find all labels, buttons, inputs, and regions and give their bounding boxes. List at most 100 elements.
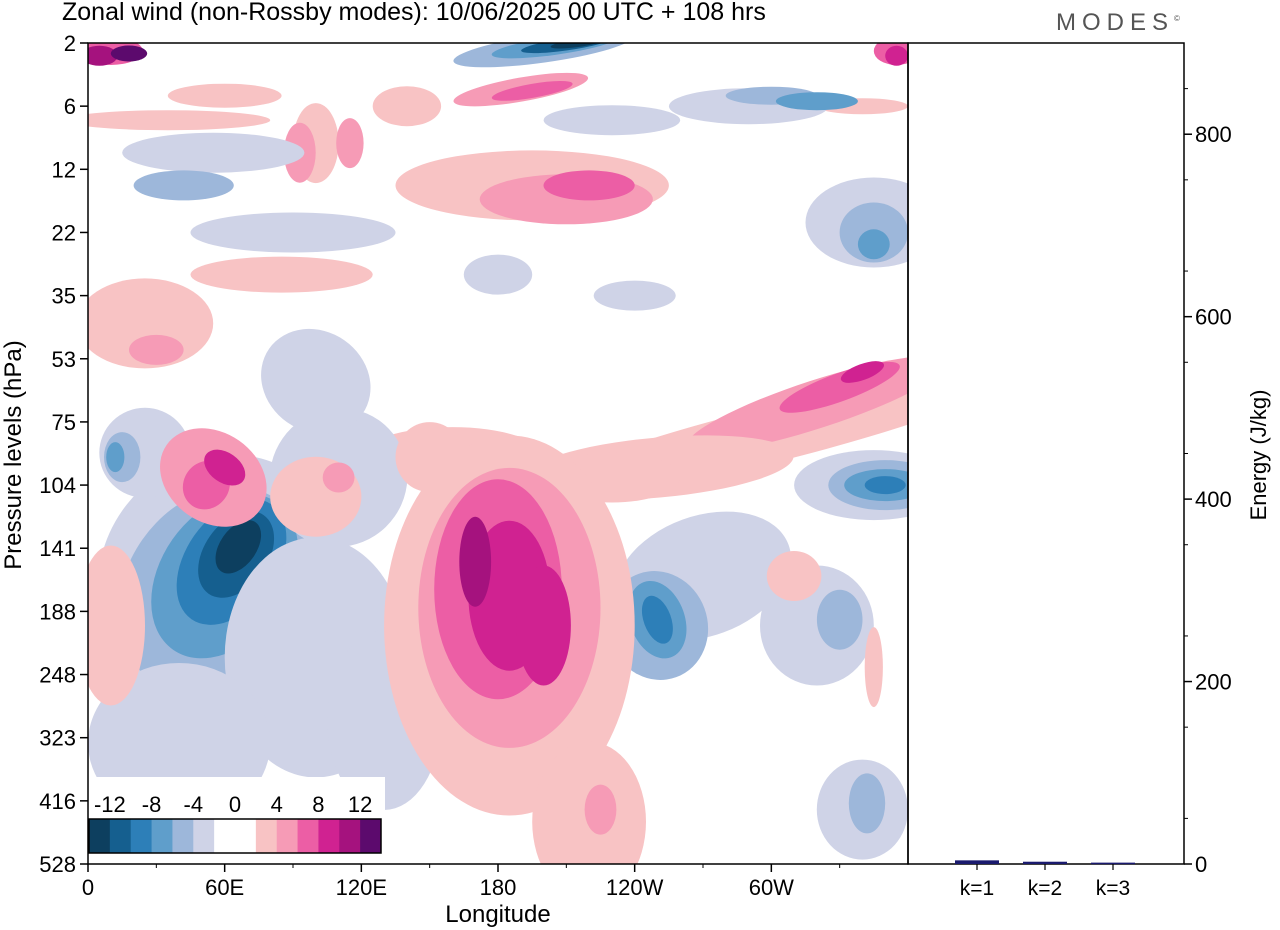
colorbar-frame [88, 818, 382, 854]
colorbar-swatch [109, 819, 132, 853]
colorbar-swatch [172, 819, 194, 853]
contour-region [459, 516, 492, 607]
colorbar-swatch [214, 819, 236, 853]
colorbar-swatch [235, 819, 257, 853]
energy-bar [1091, 862, 1135, 865]
energy-tick-label: 800 [1195, 122, 1232, 147]
heatmap-field [88, 43, 908, 864]
colorbar-label: 12 [348, 792, 372, 817]
colorbar-label: -8 [142, 792, 162, 817]
contour-region [857, 229, 890, 260]
contour-region [88, 545, 145, 706]
colorbar-swatch [130, 819, 153, 853]
colorbar-swatch [193, 819, 215, 853]
colorbar-swatch [297, 819, 319, 853]
heatmap-panel: -12 -8 -4 0 4 8 12 0 60E 120E 180 120W 60W 2 6 12 22 35… [0, 31, 909, 928]
colorbar-swatch [360, 819, 382, 853]
energy-tick-label: 200 [1195, 670, 1232, 695]
energy-bar [1023, 861, 1067, 864]
energy-bars: k=1 k=2 k=3 [955, 860, 1135, 900]
contour-region [516, 565, 571, 686]
contour-region [133, 170, 234, 201]
x-axis-label: Longitude [445, 901, 550, 928]
contour-region [885, 45, 908, 66]
x-tick-label: 120W [606, 875, 664, 900]
contour-region [106, 442, 125, 473]
energy-tick-label: 400 [1195, 487, 1232, 512]
colorbar: -12 -8 -4 0 4 8 12 [88, 777, 385, 855]
y-tick-label: 22 [52, 220, 76, 245]
y-axis: 2 6 12 22 35 53 75 104 141 188 248 323 416 528 [39, 31, 88, 877]
brand-mark: © [1174, 14, 1180, 23]
energy-tick-label: 600 [1195, 305, 1232, 330]
colorbar-label: -12 [94, 792, 126, 817]
colorbar-swatch [151, 819, 173, 853]
contour-region [584, 784, 617, 835]
contour-region [550, 43, 605, 49]
colorbar-swatch [89, 819, 111, 853]
contour-region [261, 328, 371, 434]
energy-panel: k=1 k=2 k=3 0 200 400 600 800 Energy (J/kg) [907, 42, 1271, 900]
y-axis-label: Pressure levels (hPa) [0, 340, 27, 569]
contour-region [848, 773, 886, 834]
energy-axis-label: Energy (J/kg) [1246, 390, 1271, 521]
y-tick-label: 35 [52, 284, 76, 309]
colorbar-swatch [339, 819, 361, 853]
contour-region [641, 595, 673, 644]
y-tick-label: 104 [39, 473, 76, 498]
contour-region [167, 83, 282, 108]
x-tick-label: 0 [82, 875, 94, 900]
contour-region [840, 361, 884, 383]
contour-region [864, 627, 883, 708]
y-tick-label: 75 [52, 410, 76, 435]
x-tick-label: 60W [749, 875, 794, 900]
colorbar-label: 4 [271, 792, 283, 817]
x-axis: 0 60E 120E 180 120W 60W [82, 864, 841, 900]
y-tick-label: 528 [39, 852, 76, 877]
colorbar-label: 8 [312, 792, 324, 817]
energy-frame [907, 42, 1185, 865]
contour-region [463, 254, 533, 295]
x-tick-label: 120E [336, 875, 387, 900]
energy-bar [955, 860, 999, 864]
contour-region [88, 110, 271, 131]
contour-region [336, 118, 364, 169]
contour-region [816, 589, 863, 650]
energy-tick-label: 0 [1195, 852, 1207, 877]
x-tick-label: 60E [205, 875, 244, 900]
y-tick-label: 323 [39, 726, 76, 751]
colorbar-label: -4 [184, 792, 204, 817]
y-tick-label: 416 [39, 789, 76, 814]
energy-y-axis: 0 200 400 600 800 [1184, 88, 1232, 877]
brand-name: MODES [1056, 9, 1175, 36]
energy-bar-label: k=2 [1028, 877, 1062, 900]
contour-region [766, 551, 822, 601]
brand-logo: MODES© [1056, 9, 1180, 37]
contour-region [215, 520, 262, 574]
y-tick-label: 12 [52, 157, 76, 182]
y-tick-label: 248 [39, 663, 76, 688]
contour-region [491, 80, 573, 101]
x-tick-label: 180 [480, 875, 517, 900]
contour-region [372, 86, 442, 127]
contour-region [122, 132, 305, 173]
y-tick-label: 188 [39, 599, 76, 624]
contour-region [395, 422, 464, 493]
contour-region [88, 45, 118, 66]
y-tick-label: 141 [39, 536, 76, 561]
contour-region [543, 105, 681, 136]
contour-region [190, 256, 373, 293]
energy-bar-label: k=1 [960, 877, 994, 900]
colorbar-label: 0 [229, 792, 241, 817]
contour-region [543, 170, 635, 201]
contour-region [322, 462, 355, 493]
contour-region [593, 280, 676, 311]
contour-region [864, 476, 906, 495]
colorbar-swatch [255, 819, 278, 853]
colorbar-swatch [318, 819, 340, 853]
energy-bar-label: k=3 [1096, 877, 1130, 900]
chart-title: Zonal wind (non-Rossby modes): 10/06/202… [62, 0, 766, 26]
y-tick-label: 6 [64, 94, 76, 119]
contour-region [775, 92, 858, 111]
